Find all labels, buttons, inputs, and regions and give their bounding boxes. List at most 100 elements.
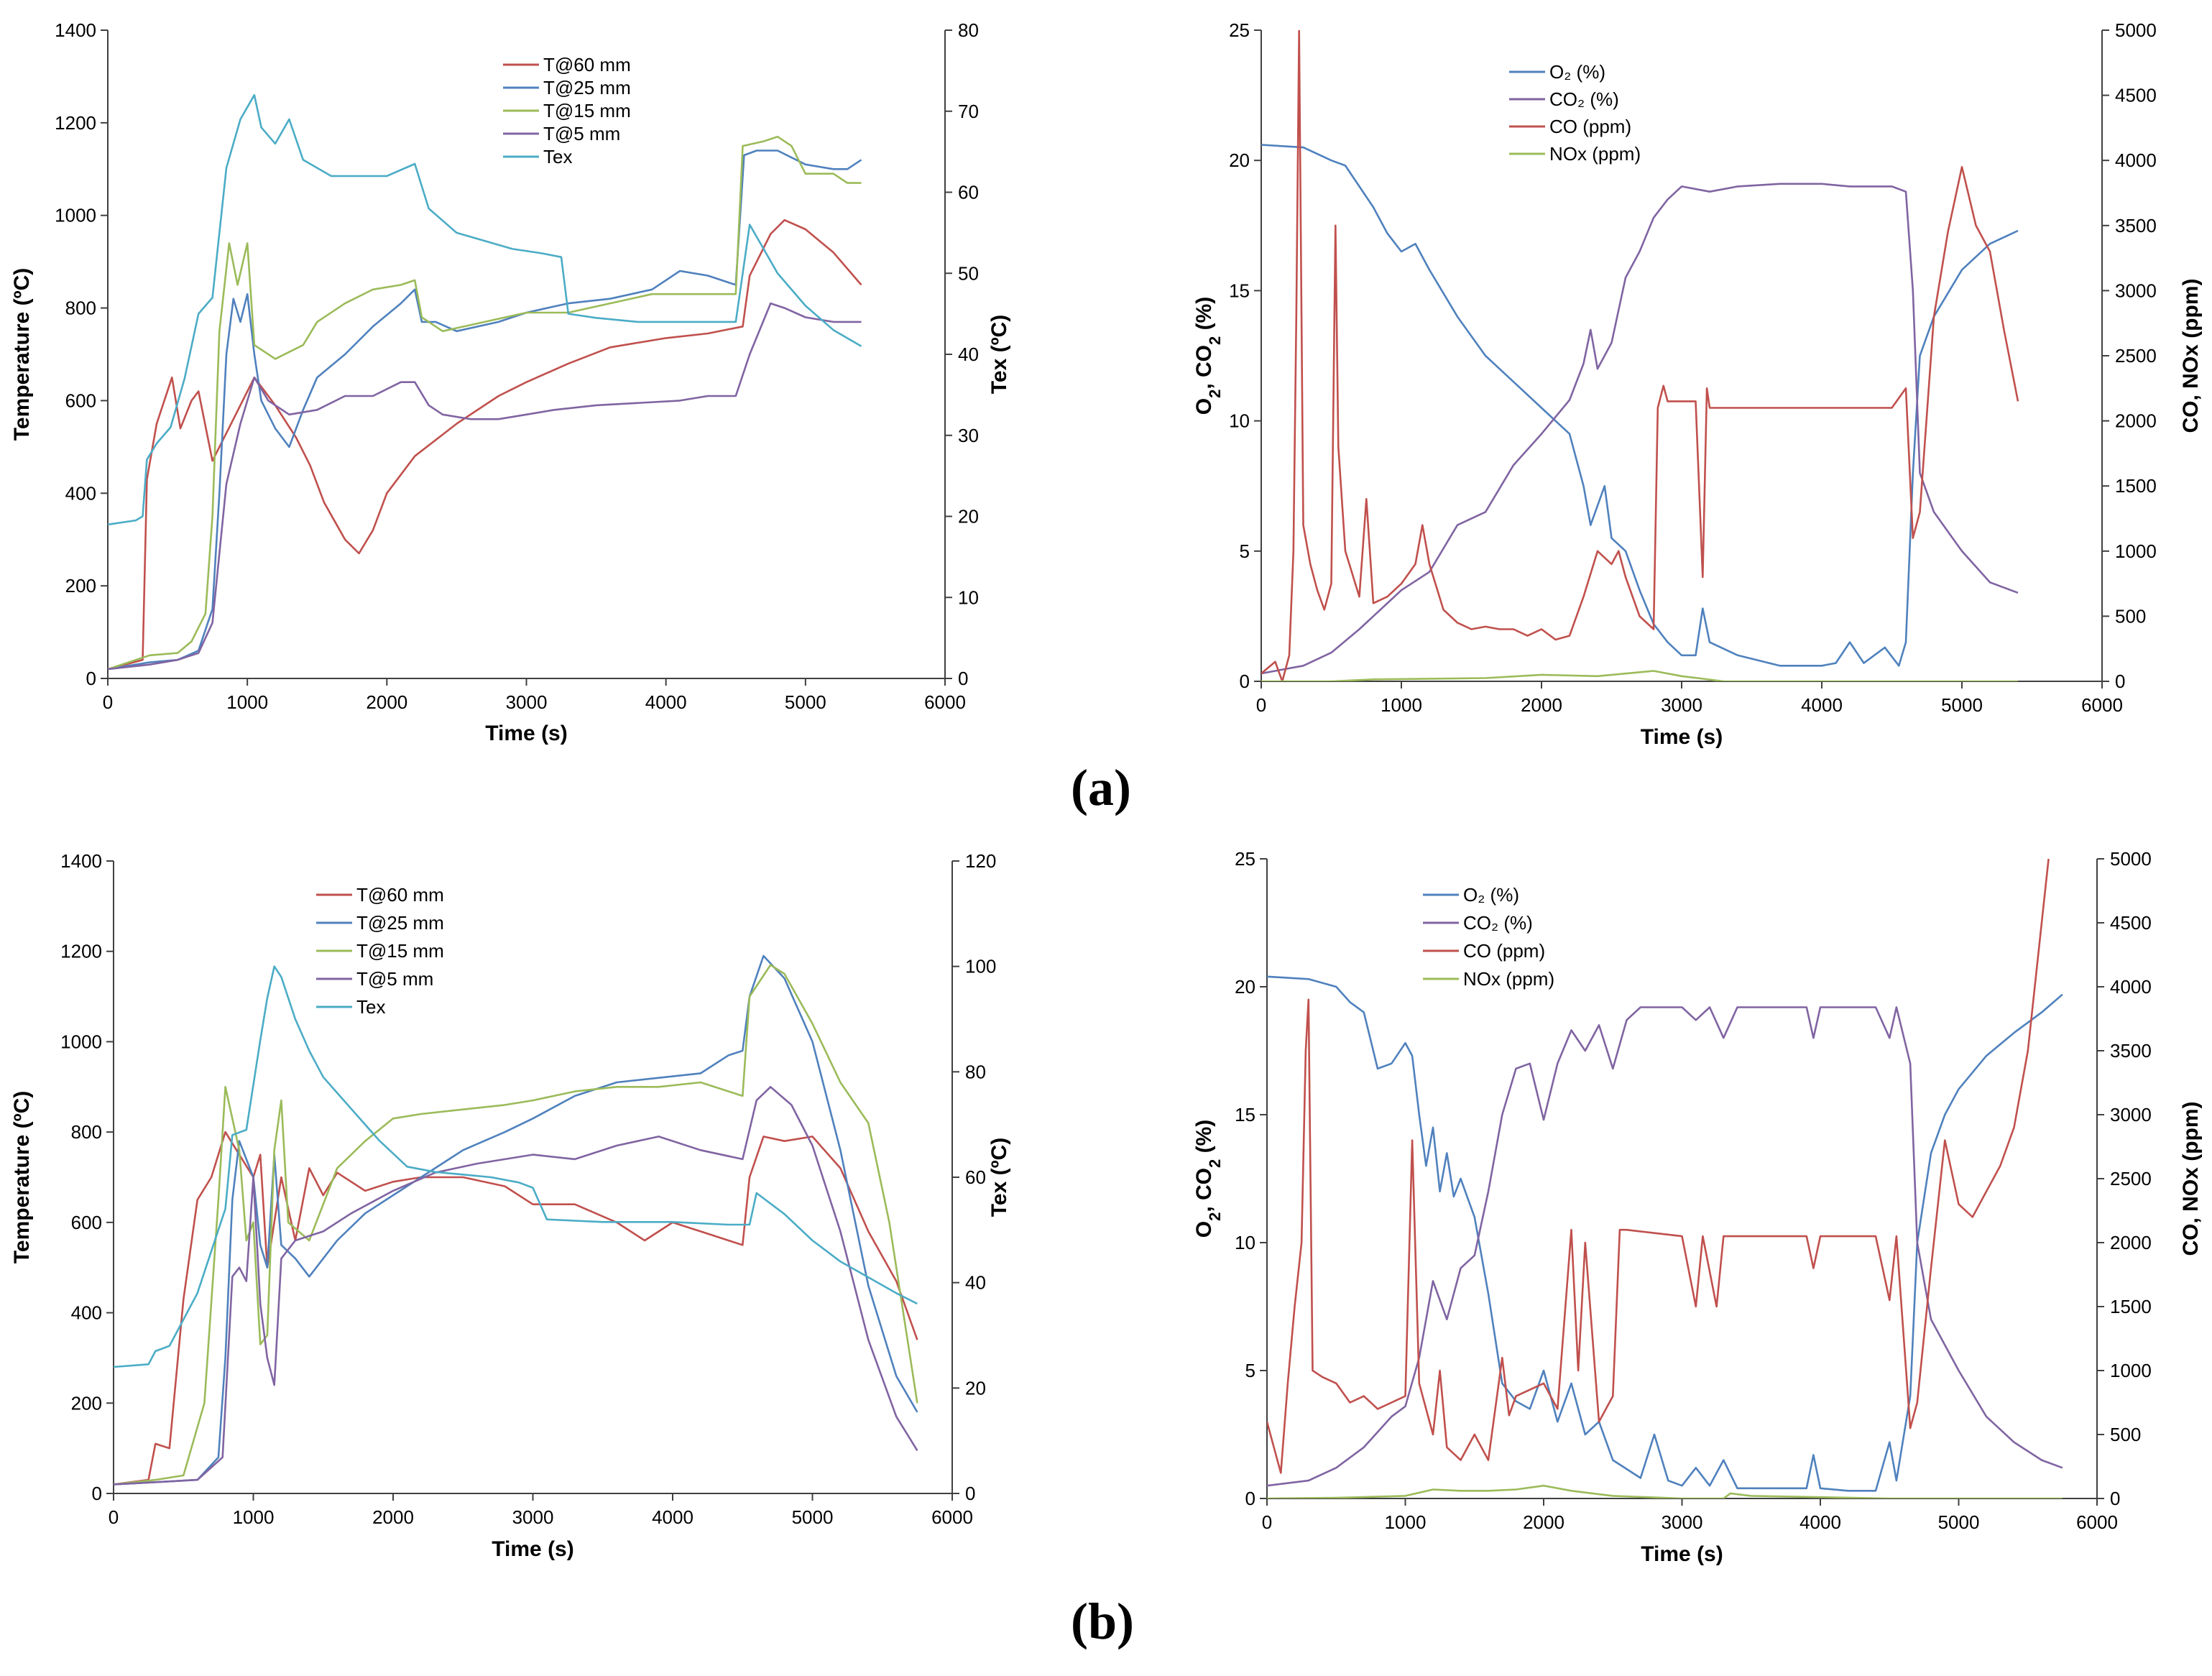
series-line-co-ppm-	[1261, 30, 2019, 681]
y2-tick-label: 0	[958, 668, 968, 689]
x-tick-label: 2000	[366, 691, 407, 713]
y-tick-label: 1000	[60, 1031, 102, 1052]
x-tick-label: 4000	[652, 1506, 693, 1528]
series-line-t-15-mm	[114, 964, 918, 1486]
series-line-t-60-mm	[108, 218, 862, 671]
x-tick-label: 3000	[1662, 1511, 1703, 1533]
y2-tick-label: 10	[958, 586, 979, 608]
legend-label: T@5 mm	[356, 968, 433, 990]
y2-tick-label: 4000	[2110, 976, 2152, 998]
x-tick-label: 0	[109, 1506, 119, 1528]
x-axis-title: Time (s)	[492, 1537, 573, 1561]
series-line-co-	[1267, 1006, 2063, 1487]
x-tick-label: 6000	[2076, 1511, 2118, 1533]
series-line-t-5-mm	[114, 1086, 918, 1486]
x-tick-label: 5000	[1941, 694, 1983, 716]
y-tick-label: 1200	[55, 112, 96, 134]
y-tick-label: 15	[1229, 280, 1250, 301]
y2-tick-label: 1500	[2110, 1296, 2152, 1317]
series-line-t-25-mm	[108, 149, 862, 671]
series-line-nox-ppm-	[1267, 1484, 2063, 1498]
legend-label: CO₂ (%)	[1549, 88, 1619, 110]
y-tick-label: 0	[86, 668, 96, 689]
x-tick-label: 3000	[512, 1506, 554, 1528]
y2-tick-label: 1000	[2110, 1360, 2152, 1381]
legend-label: NOx (ppm)	[1463, 968, 1554, 990]
y-axis-title: O2, CO2 (%)	[1192, 297, 1224, 415]
y-tick-label: 25	[1229, 19, 1250, 41]
y2-tick-label: 70	[958, 101, 979, 122]
x-tick-label: 1000	[233, 1506, 275, 1528]
y-tick-label: 15	[1235, 1104, 1255, 1125]
legend-label: CO (ppm)	[1463, 940, 1545, 962]
y2-tick-label: 60	[965, 1166, 986, 1188]
series-line-tex	[114, 965, 918, 1368]
x-tick-label: 0	[103, 691, 113, 713]
y2-tick-label: 50	[958, 262, 979, 284]
y2-axis-title: Tex (ºC)	[987, 315, 1011, 394]
y-tick-label: 0	[92, 1483, 102, 1504]
legend-label: T@25 mm	[356, 912, 444, 934]
y-tick-label: 10	[1235, 1232, 1255, 1253]
x-tick-label: 2000	[1521, 694, 1562, 716]
y2-tick-label: 4500	[2115, 85, 2157, 106]
y-tick-label: 25	[1235, 848, 1255, 870]
legend-label: T@60 mm	[543, 54, 631, 75]
y2-tick-label: 2000	[2110, 1232, 2152, 1253]
y2-tick-label: 30	[958, 425, 979, 446]
y2-tick-label: 60	[958, 182, 979, 203]
legend-label: T@60 mm	[356, 884, 444, 906]
legend-label: Tex	[543, 146, 572, 167]
y-tick-label: 200	[71, 1392, 102, 1414]
y2-axis-title: Tex (ºC)	[987, 1138, 1011, 1217]
x-axis-title: Time (s)	[485, 722, 567, 745]
x-tick-label: 4000	[1801, 694, 1843, 716]
x-tick-label: 2000	[1523, 1511, 1564, 1533]
legend-label: T@15 mm	[356, 940, 444, 962]
y2-tick-label: 5000	[2110, 848, 2152, 870]
series-line-co-	[1261, 183, 2019, 675]
y2-tick-label: 40	[965, 1272, 986, 1294]
y-tick-label: 5	[1240, 540, 1250, 562]
y2-tick-label: 0	[2110, 1488, 2120, 1509]
x-axis-title: Time (s)	[1641, 1542, 1723, 1566]
x-tick-label: 0	[1256, 694, 1266, 716]
y2-tick-label: 0	[965, 1483, 975, 1504]
x-tick-label: 5000	[792, 1506, 834, 1528]
chart-a-temperature: 0 1000 2000 3000 4000 5000 6000020040060080010…	[10, 19, 1011, 745]
chart-b-temperature: 0 1000 2000 3000 4000 5000 6000020040060080010…	[10, 850, 1011, 1561]
y-tick-label: 20	[1235, 976, 1255, 998]
y-tick-label: 0	[1245, 1488, 1255, 1509]
x-tick-label: 1000	[1385, 1511, 1427, 1533]
panel-label-a: (a)	[1071, 759, 1131, 816]
y-tick-label: 5	[1245, 1360, 1255, 1381]
series-line-o-	[1267, 975, 2063, 1492]
y-axis-title: O2, CO2 (%)	[1192, 1120, 1224, 1238]
y2-tick-label: 20	[958, 506, 979, 528]
panel-label-b: (b)	[1071, 1593, 1134, 1650]
y-tick-label: 600	[71, 1212, 102, 1233]
y-tick-label: 1400	[55, 19, 96, 41]
series-line-tex	[108, 93, 862, 526]
y2-tick-label: 3000	[2115, 280, 2157, 301]
y-tick-label: 400	[65, 482, 96, 504]
y-tick-label: 400	[71, 1302, 102, 1324]
y2-tick-label: 500	[2110, 1424, 2141, 1445]
y2-tick-label: 2500	[2110, 1168, 2152, 1189]
series-line-t-60-mm	[114, 1131, 918, 1486]
y2-tick-label: 40	[958, 344, 979, 365]
y2-tick-label: 100	[965, 956, 996, 977]
legend-label: T@5 mm	[543, 123, 620, 144]
y2-tick-label: 3500	[2110, 1040, 2152, 1062]
x-tick-label: 6000	[924, 691, 966, 713]
y-axis-title: Temperature (ºC)	[10, 1091, 34, 1263]
legend-label: NOx (ppm)	[1549, 143, 1641, 165]
y-tick-label: 10	[1229, 410, 1250, 432]
series-line-nox-ppm-	[1261, 670, 2018, 681]
y2-tick-label: 0	[2115, 671, 2125, 692]
legend-label: CO₂ (%)	[1463, 912, 1533, 934]
y-tick-label: 800	[65, 298, 96, 319]
legend-label: Tex	[356, 996, 385, 1018]
